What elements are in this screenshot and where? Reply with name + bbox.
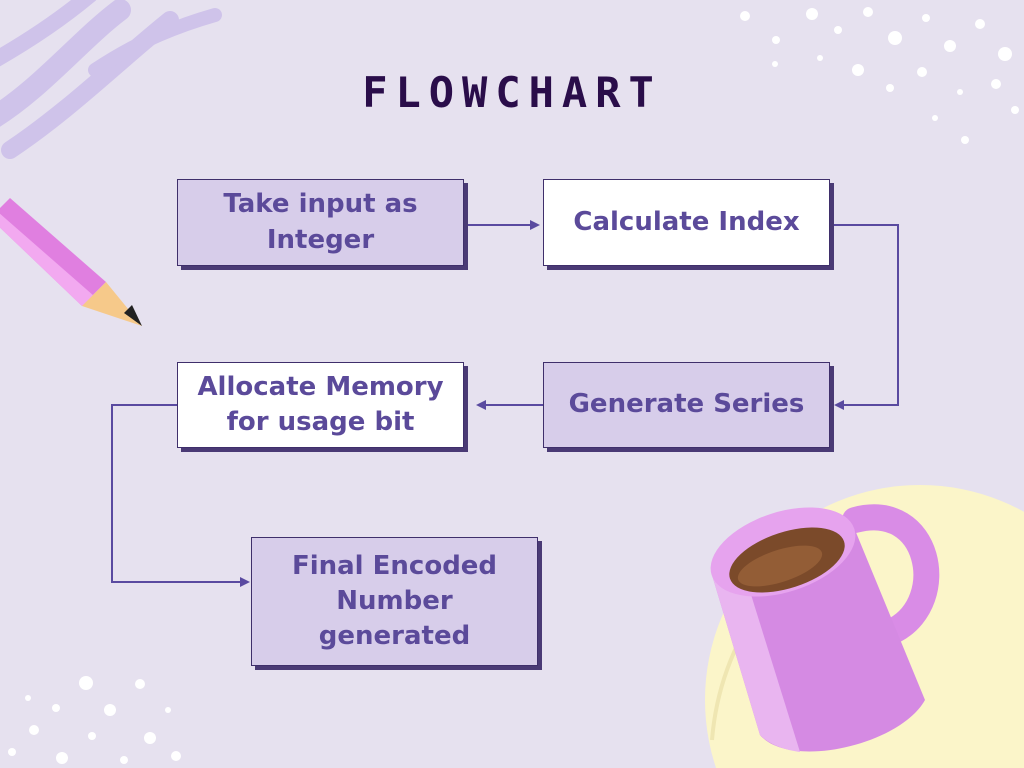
node-generate-series-label: Generate Series <box>568 389 805 420</box>
node-final-number: Final Encoded Number generated <box>251 537 538 666</box>
node-final-number-label: Final Encoded Number generated <box>291 550 498 652</box>
node-take-input-label: Take input as Integer <box>223 189 418 255</box>
pencil-icon <box>0 198 142 326</box>
node-calculate-index: Calculate Index <box>543 179 830 266</box>
dot-pattern <box>740 7 1019 144</box>
node-generate-series: Generate Series <box>543 362 830 448</box>
page-title: FLOWCHART <box>362 68 662 117</box>
coffee-mug-icon <box>710 504 940 752</box>
dot-pattern-bottom <box>8 676 181 764</box>
node-allocate-memory-label: Allocate Memory for usage bit <box>197 371 444 437</box>
connector-index-to-series <box>832 224 899 410</box>
node-allocate-memory: Allocate Memory for usage bit <box>177 362 464 448</box>
brush-stroke <box>0 0 222 159</box>
node-take-input: Take input as Integer <box>177 179 464 266</box>
connector-memory-to-final <box>111 404 250 587</box>
node-calculate-index-label: Calculate Index <box>573 206 800 237</box>
